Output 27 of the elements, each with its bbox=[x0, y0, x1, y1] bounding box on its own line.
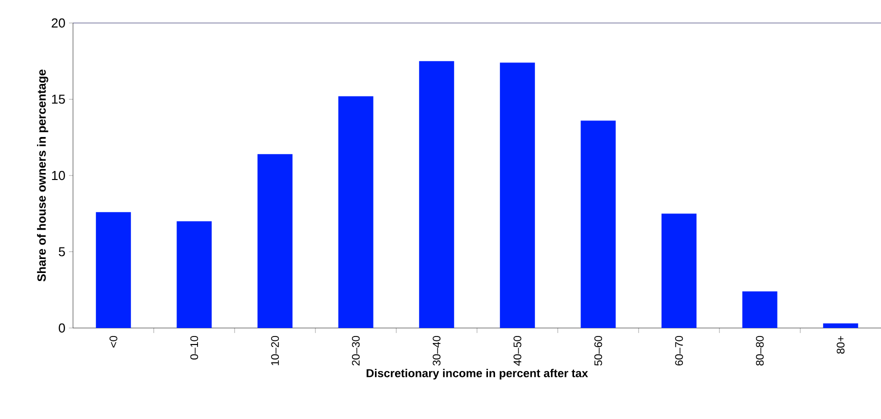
bar bbox=[500, 62, 535, 328]
y-tick-label: 0 bbox=[58, 323, 65, 333]
y-axis-title: Share of house owners in percentage bbox=[37, 70, 48, 282]
bar bbox=[419, 61, 454, 328]
x-tick-label: 80–80 bbox=[756, 336, 764, 366]
bar bbox=[96, 212, 131, 328]
x-tick-label: 20–30 bbox=[352, 336, 360, 366]
x-tick-label: 10–20 bbox=[271, 336, 279, 366]
x-tick-label: <0 bbox=[110, 336, 118, 348]
bar bbox=[338, 96, 374, 328]
y-tick-label: 10 bbox=[52, 170, 65, 180]
bar bbox=[176, 221, 212, 328]
bar bbox=[258, 154, 293, 328]
x-tick-label: 40–50 bbox=[514, 336, 522, 366]
bar bbox=[823, 323, 858, 328]
x-tick-label: 30–40 bbox=[432, 336, 440, 366]
y-tick-label: 20 bbox=[52, 18, 65, 28]
x-tick-label: 50–60 bbox=[594, 336, 602, 366]
bar bbox=[580, 120, 616, 328]
x-tick-label: 0–10 bbox=[190, 336, 198, 360]
x-tick-label: 60–70 bbox=[675, 336, 683, 366]
y-tick-label: 15 bbox=[52, 94, 65, 104]
x-tick-label: 80+ bbox=[836, 336, 844, 354]
y-tick-label: 5 bbox=[58, 247, 65, 256]
x-axis-title: Discretionary income in percent after tax bbox=[366, 368, 588, 380]
bar bbox=[662, 214, 697, 328]
bar bbox=[742, 291, 778, 328]
